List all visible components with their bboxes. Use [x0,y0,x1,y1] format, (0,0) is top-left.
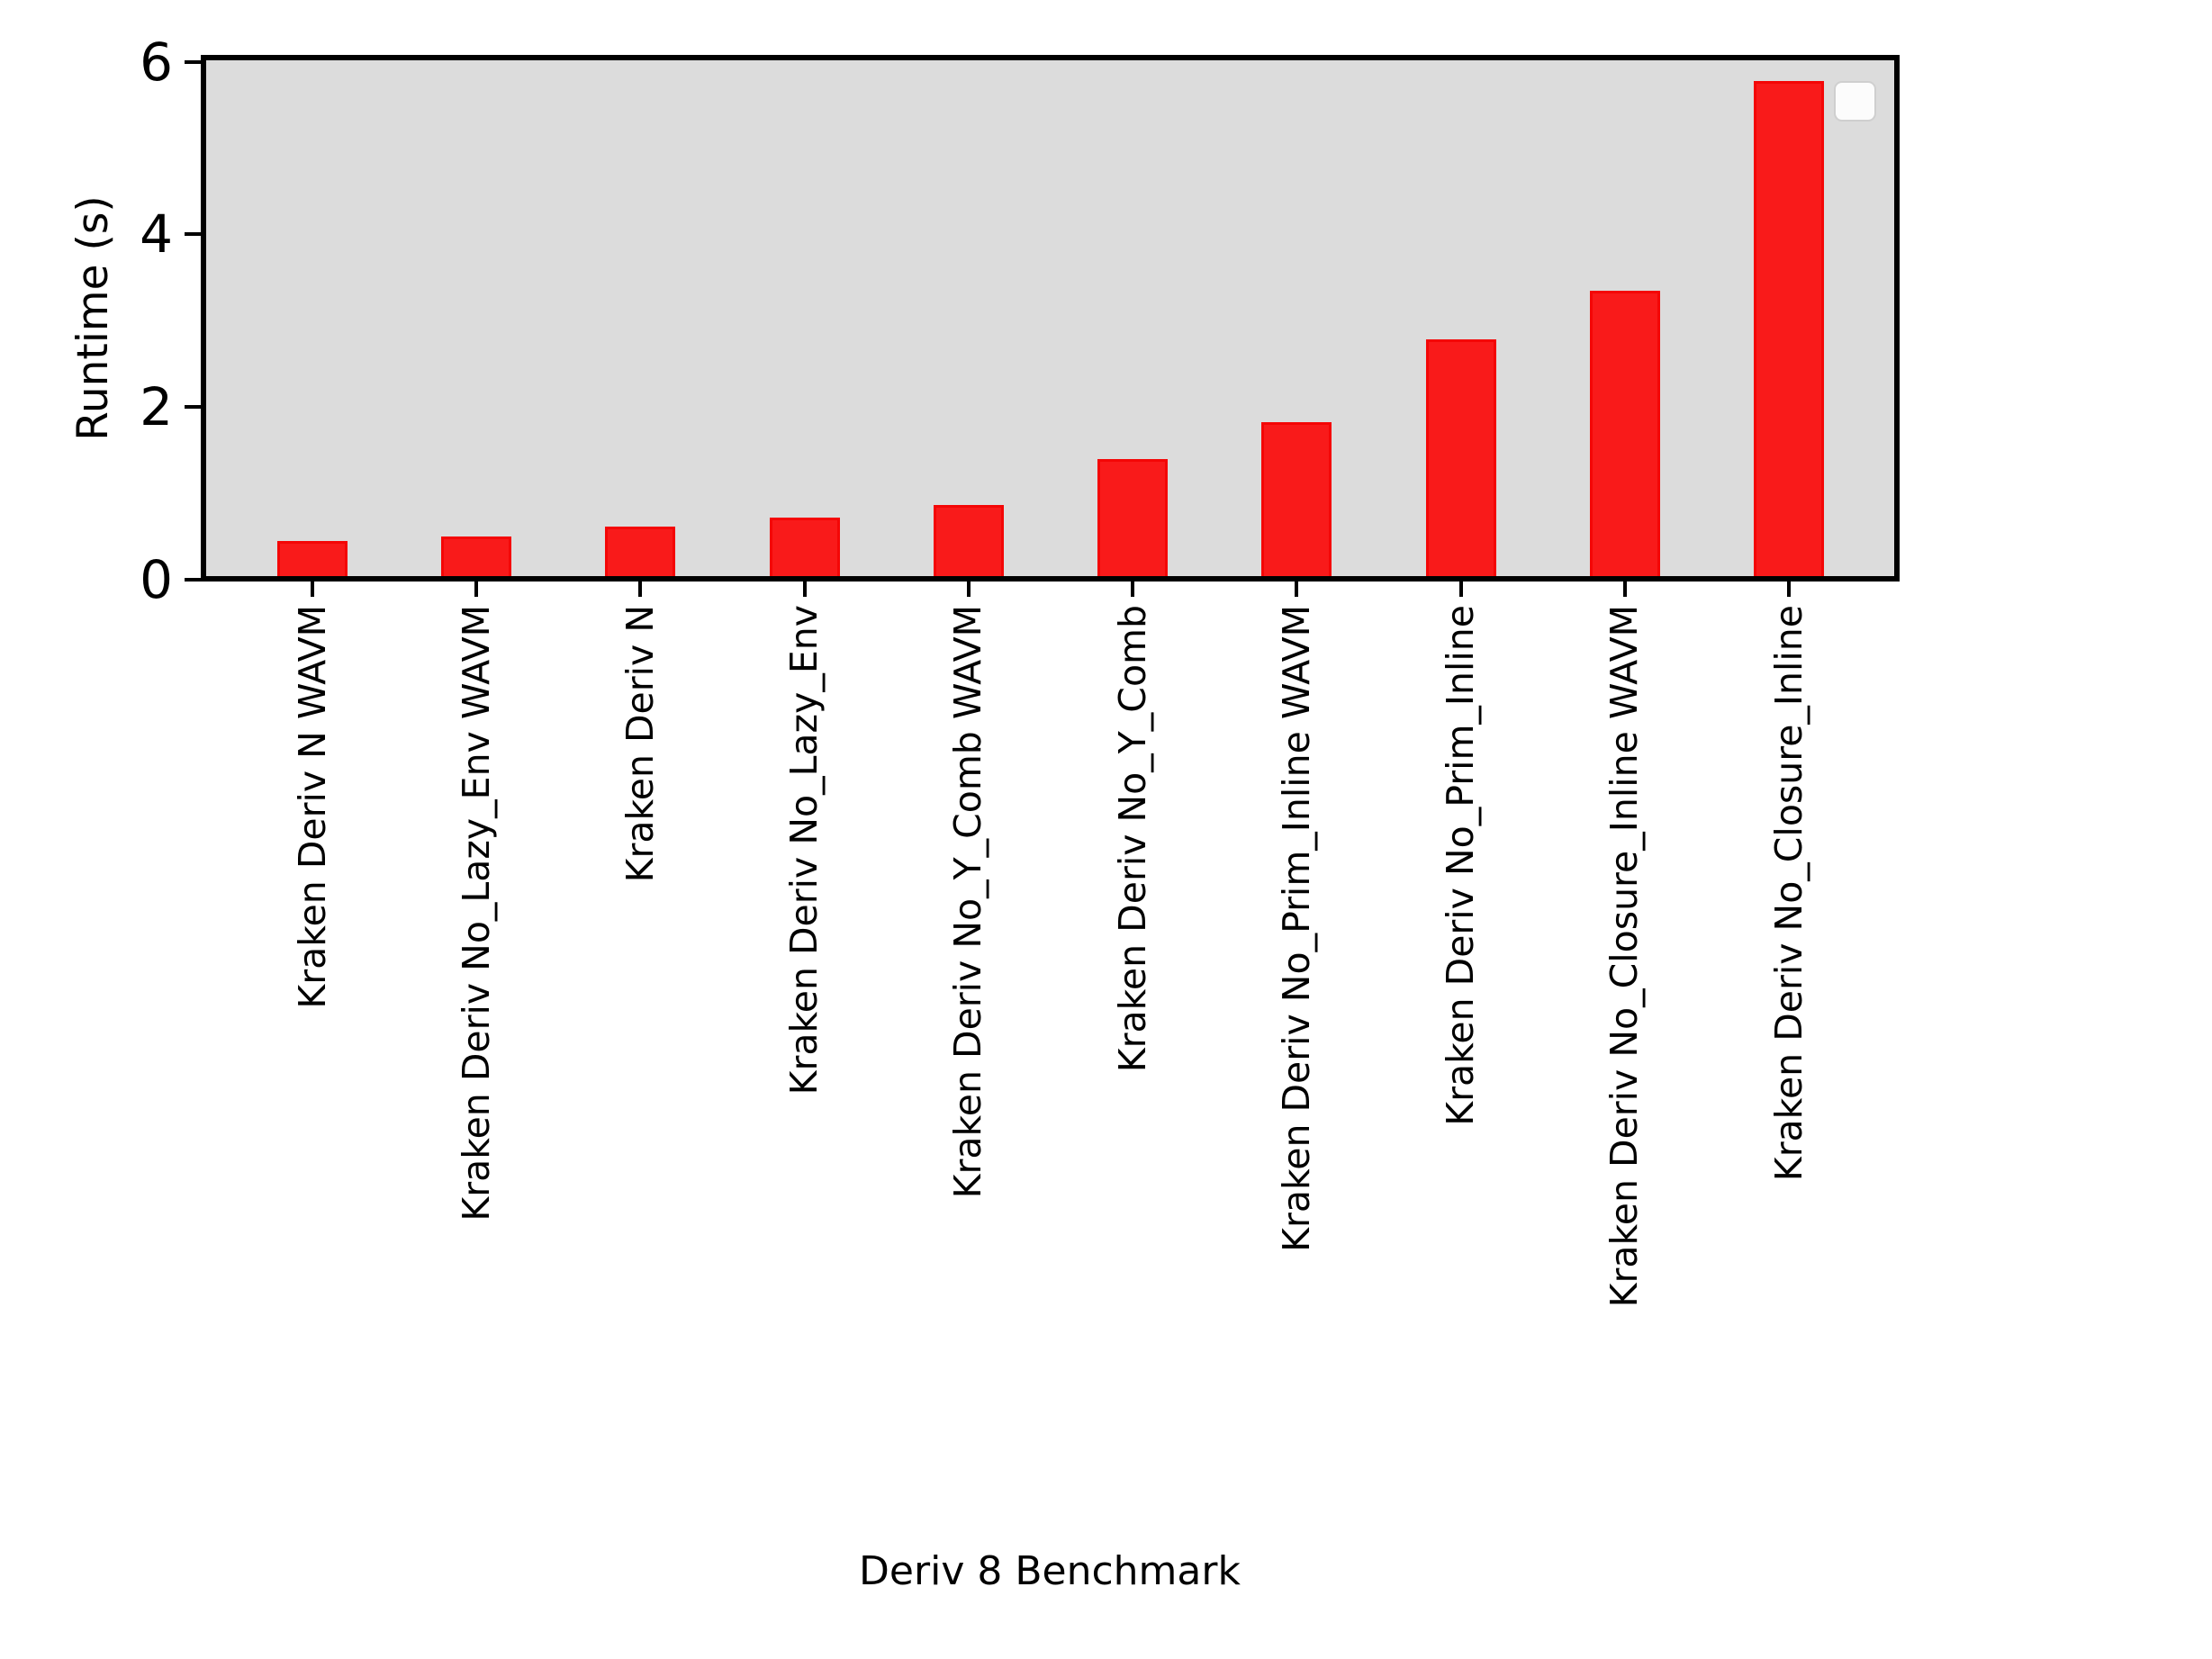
x-tick-mark [1131,582,1135,597]
bar [1589,290,1660,582]
y-tick-mark [185,232,201,237]
bar [1261,422,1332,582]
x-tick-label: Kraken Deriv N [618,605,662,883]
y-axis-label: Runtime (s) [68,195,118,441]
y-tick-label: 6 [140,31,173,93]
y-tick-label: 4 [140,203,173,266]
y-tick-mark [185,577,201,582]
bar [1097,459,1169,582]
x-tick-label: Kraken Deriv No_Lazy_Env [782,605,826,1095]
x-tick-mark [1295,582,1299,597]
x-tick-label: Kraken Deriv No_Closure_Inline [1766,605,1810,1182]
bar [933,505,1004,582]
x-tick-mark [474,582,479,597]
x-tick-mark [1787,582,1792,597]
bar [441,536,512,582]
x-tick-mark [802,582,807,597]
y-tick-label: 2 [140,375,173,437]
y-tick-mark [185,59,201,64]
x-tick-label: Kraken Deriv N WAVM [290,605,334,1009]
y-tick-label: 0 [140,548,173,610]
legend-box [1834,81,1876,122]
x-tick-label: Kraken Deriv No_Prim_Inline [1439,605,1483,1126]
x-tick-label: Kraken Deriv No_Y_Comb [1110,605,1154,1073]
x-tick-label: Kraken Deriv No_Closure_Inline WAVM [1603,605,1647,1308]
bar [1425,339,1496,582]
x-tick-label: Kraken Deriv No_Lazy_Env WAVM [454,605,498,1222]
bar [769,518,840,582]
x-tick-mark [1458,582,1463,597]
x-tick-mark [311,582,314,597]
x-tick-mark [638,582,643,597]
bar [1754,80,1825,582]
x-tick-label: Kraken Deriv No_Y_Comb WAVM [946,605,990,1199]
y-tick-mark [185,404,201,409]
x-axis-label: Deriv 8 Benchmark [859,1548,1241,1594]
x-tick-mark [1622,582,1627,597]
x-tick-label: Kraken Deriv No_Prim_Inline WAVM [1274,605,1318,1252]
bar [277,541,348,582]
bar [605,527,676,582]
x-tick-mark [966,582,971,597]
